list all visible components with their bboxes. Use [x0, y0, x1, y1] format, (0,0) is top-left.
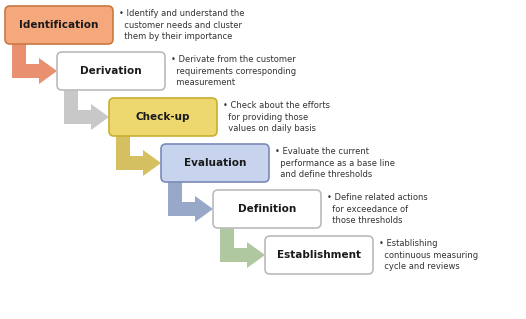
Text: • Check about the efforts
  for providing those
  values on daily basis: • Check about the efforts for providing … — [223, 101, 330, 133]
FancyBboxPatch shape — [161, 144, 269, 182]
Text: Definition: Definition — [238, 204, 296, 214]
Polygon shape — [64, 90, 109, 130]
Text: Evaluation: Evaluation — [184, 158, 246, 168]
FancyBboxPatch shape — [109, 98, 217, 136]
FancyBboxPatch shape — [265, 236, 373, 274]
FancyBboxPatch shape — [5, 6, 113, 44]
Polygon shape — [12, 44, 57, 84]
FancyBboxPatch shape — [213, 190, 321, 228]
FancyBboxPatch shape — [57, 52, 165, 90]
Text: • Evaluate the current
  performance as a base line
  and define thresholds: • Evaluate the current performance as a … — [275, 147, 395, 179]
Text: • Define related actions
  for exceedance of
  those thresholds: • Define related actions for exceedance … — [327, 193, 428, 225]
Text: Identification: Identification — [19, 20, 99, 30]
Polygon shape — [116, 136, 161, 176]
Polygon shape — [168, 182, 213, 222]
Text: Check-up: Check-up — [136, 112, 190, 122]
Text: Derivation: Derivation — [80, 66, 142, 76]
Text: • Derivate from the customer
  requirements corresponding
  measurement: • Derivate from the customer requirement… — [171, 55, 296, 87]
Polygon shape — [220, 228, 265, 268]
Text: • Identify and understand the
  customer needs and cluster
  them by their impor: • Identify and understand the customer n… — [119, 9, 245, 41]
Text: • Establishing
  continuous measuring
  cycle and reviews: • Establishing continuous measuring cycl… — [379, 239, 478, 271]
Text: Establishment: Establishment — [277, 250, 361, 260]
